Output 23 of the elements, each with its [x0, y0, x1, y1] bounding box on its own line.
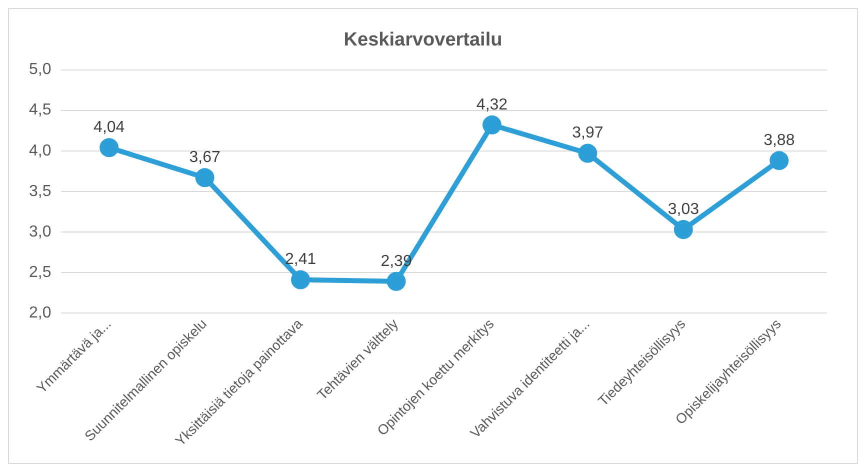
chart-title: Keskiarvovertailu	[344, 30, 502, 51]
point	[291, 270, 310, 290]
point	[578, 144, 598, 163]
point	[386, 272, 406, 291]
y-tick-label: 4,0	[28, 142, 52, 160]
data-label: 4,04	[94, 119, 125, 136]
data-label: 2,41	[284, 251, 316, 268]
y-tick-label: 2,0	[28, 304, 52, 322]
point	[100, 138, 119, 158]
data-label: 3,03	[668, 200, 700, 218]
point	[674, 220, 693, 239]
y-tick-label: 5,0	[28, 61, 52, 78]
point	[770, 151, 789, 170]
y-tick-label: 2,5	[28, 264, 52, 281]
y-tick-label: 3,5	[28, 182, 52, 200]
y-tick-label: 3,0	[28, 223, 52, 240]
point	[195, 168, 214, 188]
y-tick-label: 4,5	[28, 102, 52, 119]
data-label: 4,32	[476, 96, 508, 114]
data-label: 3,67	[189, 149, 220, 166]
data-label: 3,97	[572, 124, 604, 142]
data-label: 3,88	[764, 132, 795, 149]
point	[482, 115, 502, 134]
